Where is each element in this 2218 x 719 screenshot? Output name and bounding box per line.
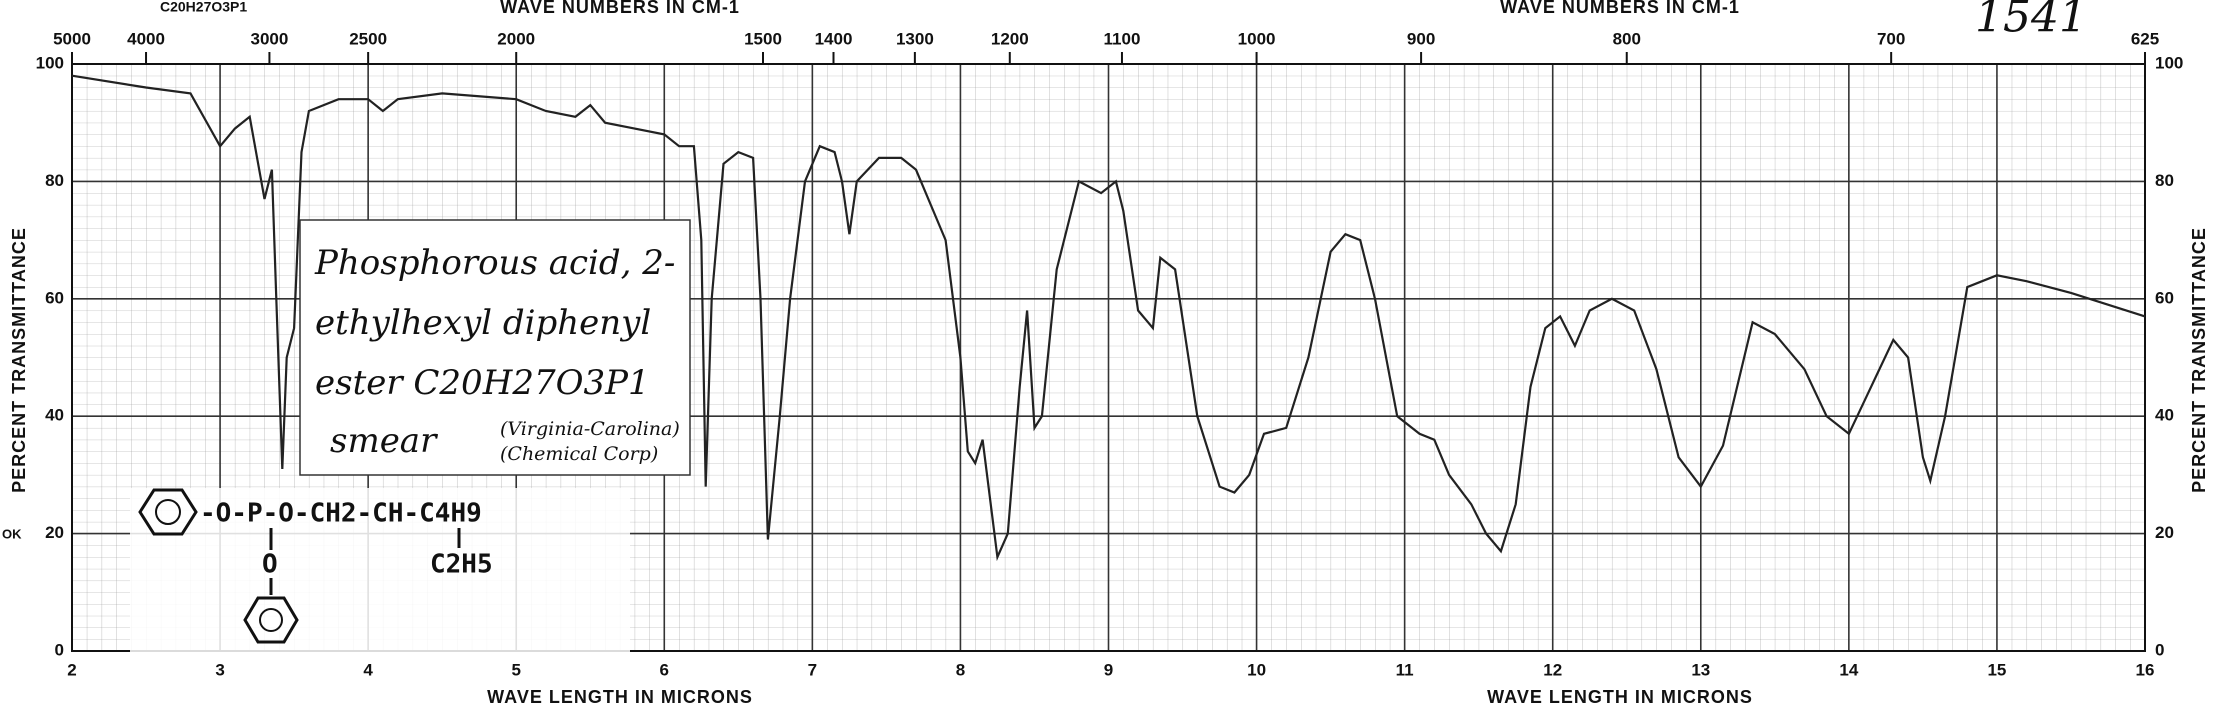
benzene-ring xyxy=(138,488,198,536)
sample-number: 1541 xyxy=(1975,0,2087,43)
x2-tick-label: 800 xyxy=(1613,29,1641,48)
x-tick-label: 14 xyxy=(1839,660,1858,679)
x2-tick-label: 625 xyxy=(2131,29,2159,48)
x2-axis-label: WAVE NUMBERS IN CM-1 xyxy=(1500,0,1740,17)
y-tick-label: 60 xyxy=(45,288,64,307)
benzene-ring xyxy=(259,608,283,632)
y-tick-label: 40 xyxy=(45,406,64,425)
x-tick-label: 16 xyxy=(2136,660,2155,679)
annotation-line: (Virginia-Carolina) xyxy=(500,418,680,440)
side-mark: OK xyxy=(2,526,22,541)
structure: -O-P-O-CH2-CH-C4H9 O C2H5 xyxy=(130,488,630,658)
x-tick-label: 15 xyxy=(1987,660,2006,679)
annotation-line: ester C20H27O3P1 xyxy=(315,363,650,403)
annotation-box xyxy=(299,219,691,476)
x-tick-label: 8 xyxy=(956,660,965,679)
y-tick-label: 20 xyxy=(2155,523,2174,542)
x2-tick-label: 1000 xyxy=(1238,29,1276,48)
x2-tick-label: 1100 xyxy=(1104,29,1141,48)
x2-tick-label: 2500 xyxy=(349,29,387,48)
y-tick-label: 0 xyxy=(55,640,64,659)
y-axis-label: PERCENT TRANSMITTANCE xyxy=(2189,227,2209,493)
x2-tick-label: 900 xyxy=(1407,29,1435,48)
x-tick-label: 7 xyxy=(808,660,817,679)
x2-axis-label: WAVE NUMBERS IN CM-1 xyxy=(500,0,740,17)
x2-tick-label: 1400 xyxy=(815,29,853,48)
formula-label: C20H27O3P1 xyxy=(160,0,247,15)
y-tick-label: 40 xyxy=(2155,406,2174,425)
x-tick-label: 4 xyxy=(363,660,373,679)
annotation-line: Phosphorous acid, 2- xyxy=(314,243,675,283)
x-axis-label: WAVE LENGTH IN MICRONS xyxy=(1487,687,1753,707)
x2-tick-label: 3000 xyxy=(251,29,289,48)
y-tick-label: 100 xyxy=(2155,53,2183,72)
x2-tick-label: 1500 xyxy=(744,29,782,48)
x-tick-label: 5 xyxy=(511,660,520,679)
x-tick-label: 11 xyxy=(1396,660,1414,679)
x-tick-label: 6 xyxy=(660,660,669,679)
y-tick-label: 80 xyxy=(45,171,64,190)
x2-tick-label: 1200 xyxy=(991,29,1029,48)
x-tick-label: 3 xyxy=(215,660,224,679)
y-tick-label: 80 xyxy=(2155,171,2174,190)
y-tick-label: 0 xyxy=(2155,640,2164,659)
x2-tick-label: 1300 xyxy=(896,29,934,48)
annotation-line: smear xyxy=(330,421,438,461)
plot-frame xyxy=(71,63,2146,652)
y-tick-label: 100 xyxy=(36,53,64,72)
structure-text: O xyxy=(262,550,278,580)
x-tick-label: 9 xyxy=(1104,660,1113,679)
x2-tick-label: 700 xyxy=(1877,29,1905,48)
annotation-line: (Chemical Corp) xyxy=(500,443,658,465)
y-axis-label: PERCENT TRANSMITTANCE xyxy=(9,227,29,493)
structure-text: C2H5 xyxy=(430,550,493,580)
x-axis-label: WAVE LENGTH IN MICRONS xyxy=(487,687,753,707)
benzene-ring xyxy=(155,499,181,525)
y-tick-label: 20 xyxy=(45,523,64,542)
x2-tick-label: 2000 xyxy=(497,29,535,48)
annotation: Phosphorous acid, 2- ethylhexyl diphenyl… xyxy=(299,219,691,476)
x2-tick-label: 4000 xyxy=(127,29,165,48)
annotation-line: ethylhexyl diphenyl xyxy=(315,303,651,343)
structure-bg xyxy=(130,488,630,658)
y-tick-label: 60 xyxy=(2155,288,2174,307)
benzene-ring xyxy=(243,596,299,644)
spectrum-line xyxy=(71,74,2146,562)
x-tick-label: 10 xyxy=(1247,660,1266,679)
x-tick-label: 12 xyxy=(1543,660,1562,679)
x-tick-label: 2 xyxy=(67,660,76,679)
x-tick-label: 13 xyxy=(1691,660,1710,679)
structure-text: -O-P-O-CH2-CH-C4H9 xyxy=(200,499,482,529)
x2-tick-label: 5000 xyxy=(53,29,91,48)
